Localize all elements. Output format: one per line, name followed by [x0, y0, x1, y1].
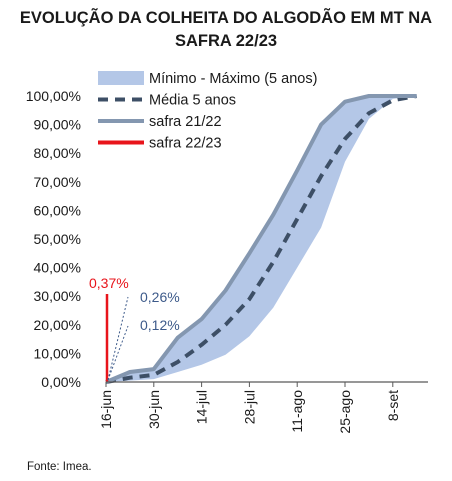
x-tick-label: 25-ago — [337, 390, 353, 434]
legend-swatch-band — [98, 71, 144, 85]
y-tick-label: 100,00% — [26, 88, 81, 104]
x-tick-label: 14-jul — [194, 390, 210, 424]
series-line-0 — [105, 94, 418, 384]
y-tick-label: 0,00% — [41, 374, 81, 390]
y-tick-label: 50,00% — [34, 231, 81, 247]
annotation-leader — [107, 325, 129, 381]
chart-title-line-2: SAFRA 22/23 — [175, 32, 277, 50]
y-tick-label: 10,00% — [34, 345, 81, 361]
y-tick-label: 40,00% — [34, 260, 81, 276]
y-tick-label: 60,00% — [34, 202, 81, 218]
x-tick-label: 8-set — [385, 390, 401, 421]
legend-label: Mínimo - Máximo (5 anos) — [149, 71, 317, 87]
chart-title-line-1: EVOLUÇÃO DA COLHEITA DO ALGODÃO EM MT NA — [20, 7, 432, 27]
legend-label: safra 21/22 — [149, 114, 222, 130]
annotation-leader — [107, 296, 129, 381]
x-tick-label: 11-ago — [289, 390, 305, 433]
x-tick-label: 28-jul — [241, 390, 257, 424]
y-tick-label: 70,00% — [34, 174, 81, 190]
y-tick-label: 20,00% — [34, 317, 81, 333]
x-tick-label: 16-jun — [98, 390, 114, 429]
y-tick-label: 30,00% — [34, 288, 81, 304]
legend-label: safra 22/23 — [149, 136, 222, 152]
y-tick-label: 90,00% — [34, 117, 81, 133]
x-tick-label: 30-jun — [146, 390, 162, 429]
series-line-1 — [105, 94, 417, 384]
annotation-label: 0,12% — [140, 317, 180, 333]
y-tick-label: 80,00% — [34, 145, 81, 161]
legend-label: Média 5 anos — [149, 93, 236, 109]
minmax-band — [106, 96, 417, 382]
annotation-label: 0,26% — [140, 289, 180, 305]
annotation-label: 0,37% — [89, 275, 129, 291]
chart-source: Fonte: Imea. — [27, 461, 92, 473]
